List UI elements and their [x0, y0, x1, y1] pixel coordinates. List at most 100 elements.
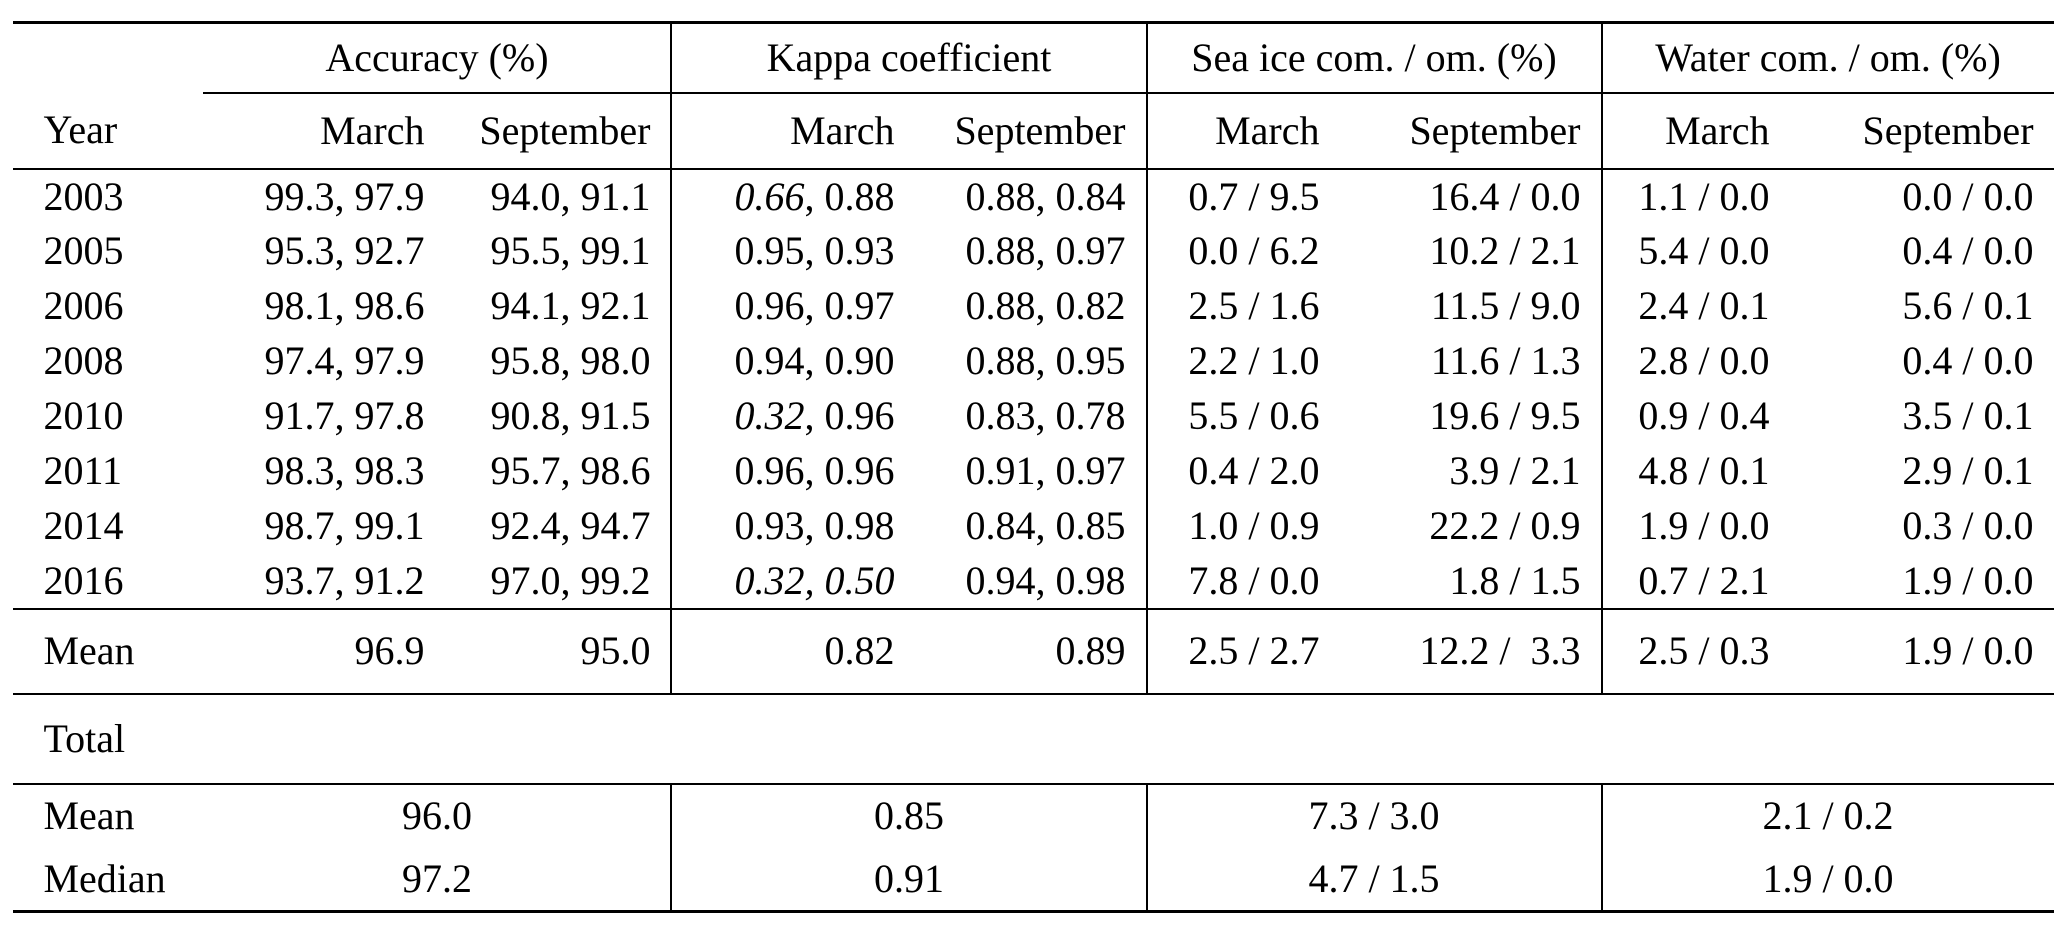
value-cell: 5.4 / 0.0: [1600, 223, 1790, 279]
value-cell: 0.88, 0.95: [965, 338, 1126, 383]
table-row: 2003 99.3, 97.9 94.0, 91.1 0.66, 0.88 0.88, …: [13, 168, 2053, 224]
value-cell: 95.8, 98.0: [490, 338, 651, 383]
value-cell: 5.6 / 0.1: [1902, 283, 2034, 328]
table-row: 2016 93.7, 91.2 97.0, 99.2 0.32, 0.50 0.94, …: [13, 553, 2054, 610]
mean-water-march: 2.5 / 0.3: [1600, 608, 1790, 695]
col-header-kappa-september: September: [914, 92, 1147, 170]
total-mean-kappa: 0.85: [670, 783, 1147, 848]
mean-section: Mean 96.9 95.0 0.82 0.89 2.5 / 2.7 12.2 …: [13, 608, 2054, 695]
value-cell: 0.96, 0.96: [670, 443, 915, 499]
value-text: , 0.96: [804, 393, 895, 438]
value-cell: 0.93, 0.98: [670, 498, 915, 554]
table-row: 2014 98.7, 99.1 92.4, 94.7 0.93, 0.98 0.84, …: [13, 498, 2053, 554]
table-header: Accuracy (%) Kappa coefficient Sea ice c…: [13, 22, 2054, 170]
results-table: Accuracy (%) Kappa coefficient Sea ice c…: [13, 21, 2054, 913]
value-cell: 11.5 / 9.0: [1430, 283, 1581, 328]
value-cell: 99.3, 97.9: [264, 173, 425, 219]
corner-cell: [13, 23, 203, 93]
value-cell: 2.4 / 0.1: [1600, 278, 1790, 334]
value-cell: 19.6 / 9.5: [1429, 393, 1581, 438]
value-cell: 0.95, 0.93: [670, 223, 915, 279]
value-cell: 92.4, 94.7: [490, 503, 651, 548]
total-mean-water: 2.1 / 0.2: [1600, 783, 2054, 848]
mean-seaice-march: 2.5 / 2.7: [1145, 608, 1340, 695]
value-cell: 0.94, 0.90: [670, 333, 915, 389]
value-cell: 0.4 / 2.0: [1145, 443, 1340, 499]
col-header-water-september: September: [1789, 92, 2054, 170]
value-cell: 0.4 / 0.0: [1902, 228, 2034, 273]
total-median-kappa: 0.91: [670, 847, 1147, 912]
value-cell: 95.3, 92.7: [264, 228, 425, 273]
value-cell: 0.83, 0.78: [965, 393, 1126, 438]
value-cell: 2.5 / 1.6: [1145, 278, 1340, 334]
value-cell: 0.91, 0.97: [965, 448, 1126, 493]
year-cell: 2003: [43, 173, 124, 219]
value-cell: 0.32, 0.50: [670, 553, 915, 610]
value-cell: 10.2 / 2.1: [1429, 228, 1581, 273]
table-body: 2003 99.3, 97.9 94.0, 91.1 0.66, 0.88 0.88, …: [13, 168, 2054, 610]
value-cell: 0.94, 0.98: [914, 553, 1147, 610]
value-cell: 0.7 / 2.1: [1600, 553, 1790, 610]
value-cell: 93.7, 91.2: [203, 553, 445, 610]
group-header-row: Accuracy (%) Kappa coefficient Sea ice c…: [13, 22, 2054, 94]
total-median-label: Median: [43, 855, 166, 901]
value-text: , 0.88: [804, 173, 895, 219]
value-cell: 7.8 / 0.0: [1145, 553, 1340, 610]
mean-row: Mean 96.9 95.0 0.82 0.89 2.5 / 2.7 12.2 …: [13, 608, 2054, 695]
value-cell: 0.7 / 9.5: [1145, 168, 1340, 224]
group-header-seaice: Sea ice com. / om. (%): [1145, 22, 1602, 94]
value-cell: 95.5, 99.1: [490, 228, 651, 273]
table-row: 2010 91.7, 97.8 90.8, 91.5 0.32, 0.96 0.83, …: [13, 388, 2053, 444]
mean-label: Mean: [13, 608, 204, 695]
total-median-water: 1.9 / 0.0: [1600, 847, 2054, 912]
total-label-row: Total: [13, 693, 2054, 785]
value-cell: 0.0 / 0.0: [1902, 173, 2034, 219]
col-header-accuracy-march: March: [203, 92, 445, 170]
value-cell: 90.8, 91.5: [490, 393, 651, 438]
total-median-seaice: 4.7 / 1.5: [1145, 847, 1602, 912]
total-mean-row: Mean 96.0 0.85 7.3 / 3.0 2.1 / 0.2: [13, 783, 2054, 848]
table-row: 2006 98.1, 98.6 94.1, 92.1 0.96, 0.97 0.88, …: [13, 278, 2053, 334]
mean-kappa-september: 0.89: [914, 608, 1147, 695]
value-cell: 0.3 / 0.0: [1902, 503, 2034, 548]
value-cell: 0.66, 0.88: [670, 168, 915, 224]
table-row: 2011 98.3, 98.3 95.7, 98.6 0.96, 0.96 0.91, …: [13, 443, 2053, 499]
mean-water-september: 1.9 / 0.0: [1789, 608, 2054, 695]
value-cell: 98.3, 98.3: [264, 448, 425, 493]
value-cell: 16.4 / 0.0: [1429, 173, 1581, 219]
value-cell: 0.4 / 0.0: [1902, 338, 2034, 383]
value-cell: 0.96, 0.97: [670, 278, 915, 334]
year-header: Year: [13, 92, 204, 170]
year-cell: 2006: [43, 283, 124, 328]
year-cell: 2005: [43, 228, 124, 273]
value-cell: 4.8 / 0.1: [1600, 443, 1790, 499]
total-label: Total: [13, 693, 2054, 785]
value-cell: 97.0, 99.2: [444, 553, 672, 610]
value-cell: 1.1 / 0.0: [1600, 168, 1790, 224]
value-cell: 1.9 / 0.0: [1789, 553, 2054, 610]
italic-value: 0.32: [734, 393, 805, 438]
value-cell: 0.88, 0.97: [965, 228, 1126, 273]
value-cell: 98.1, 98.6: [264, 283, 425, 328]
total-mean-seaice: 7.3 / 3.0: [1145, 783, 1602, 848]
year-cell: 2016: [13, 553, 204, 610]
value-cell: 95.7, 98.6: [490, 448, 651, 493]
table-row: 2008 97.4, 97.9 95.8, 98.0 0.94, 0.90 0.88, …: [13, 333, 2053, 389]
value-cell: 22.2 / 0.9: [1429, 503, 1581, 548]
mean-accuracy-march: 96.9: [203, 608, 445, 695]
group-header-kappa: Kappa coefficient: [670, 22, 1147, 94]
value-cell: 1.9 / 0.0: [1600, 498, 1790, 554]
mean-seaice-september: 12.2 / 3.3: [1339, 608, 1602, 695]
value-cell: 0.84, 0.85: [965, 503, 1126, 548]
value-cell: 0.0 / 6.2: [1145, 223, 1340, 279]
value-cell: 2.9 / 0.1: [1902, 448, 2034, 493]
value-cell: 94.0, 91.1: [490, 173, 651, 219]
value-cell: 1.8 / 1.5: [1339, 553, 1602, 610]
value-cell: 2.8 / 0.0: [1600, 333, 1790, 389]
value-cell: 0.9 / 0.4: [1600, 388, 1790, 444]
value-cell: 0.88, 0.82: [965, 283, 1126, 328]
value-cell: 5.5 / 0.6: [1145, 388, 1340, 444]
mean-kappa-march: 0.82: [670, 608, 915, 695]
col-header-seaice-september: September: [1339, 92, 1602, 170]
